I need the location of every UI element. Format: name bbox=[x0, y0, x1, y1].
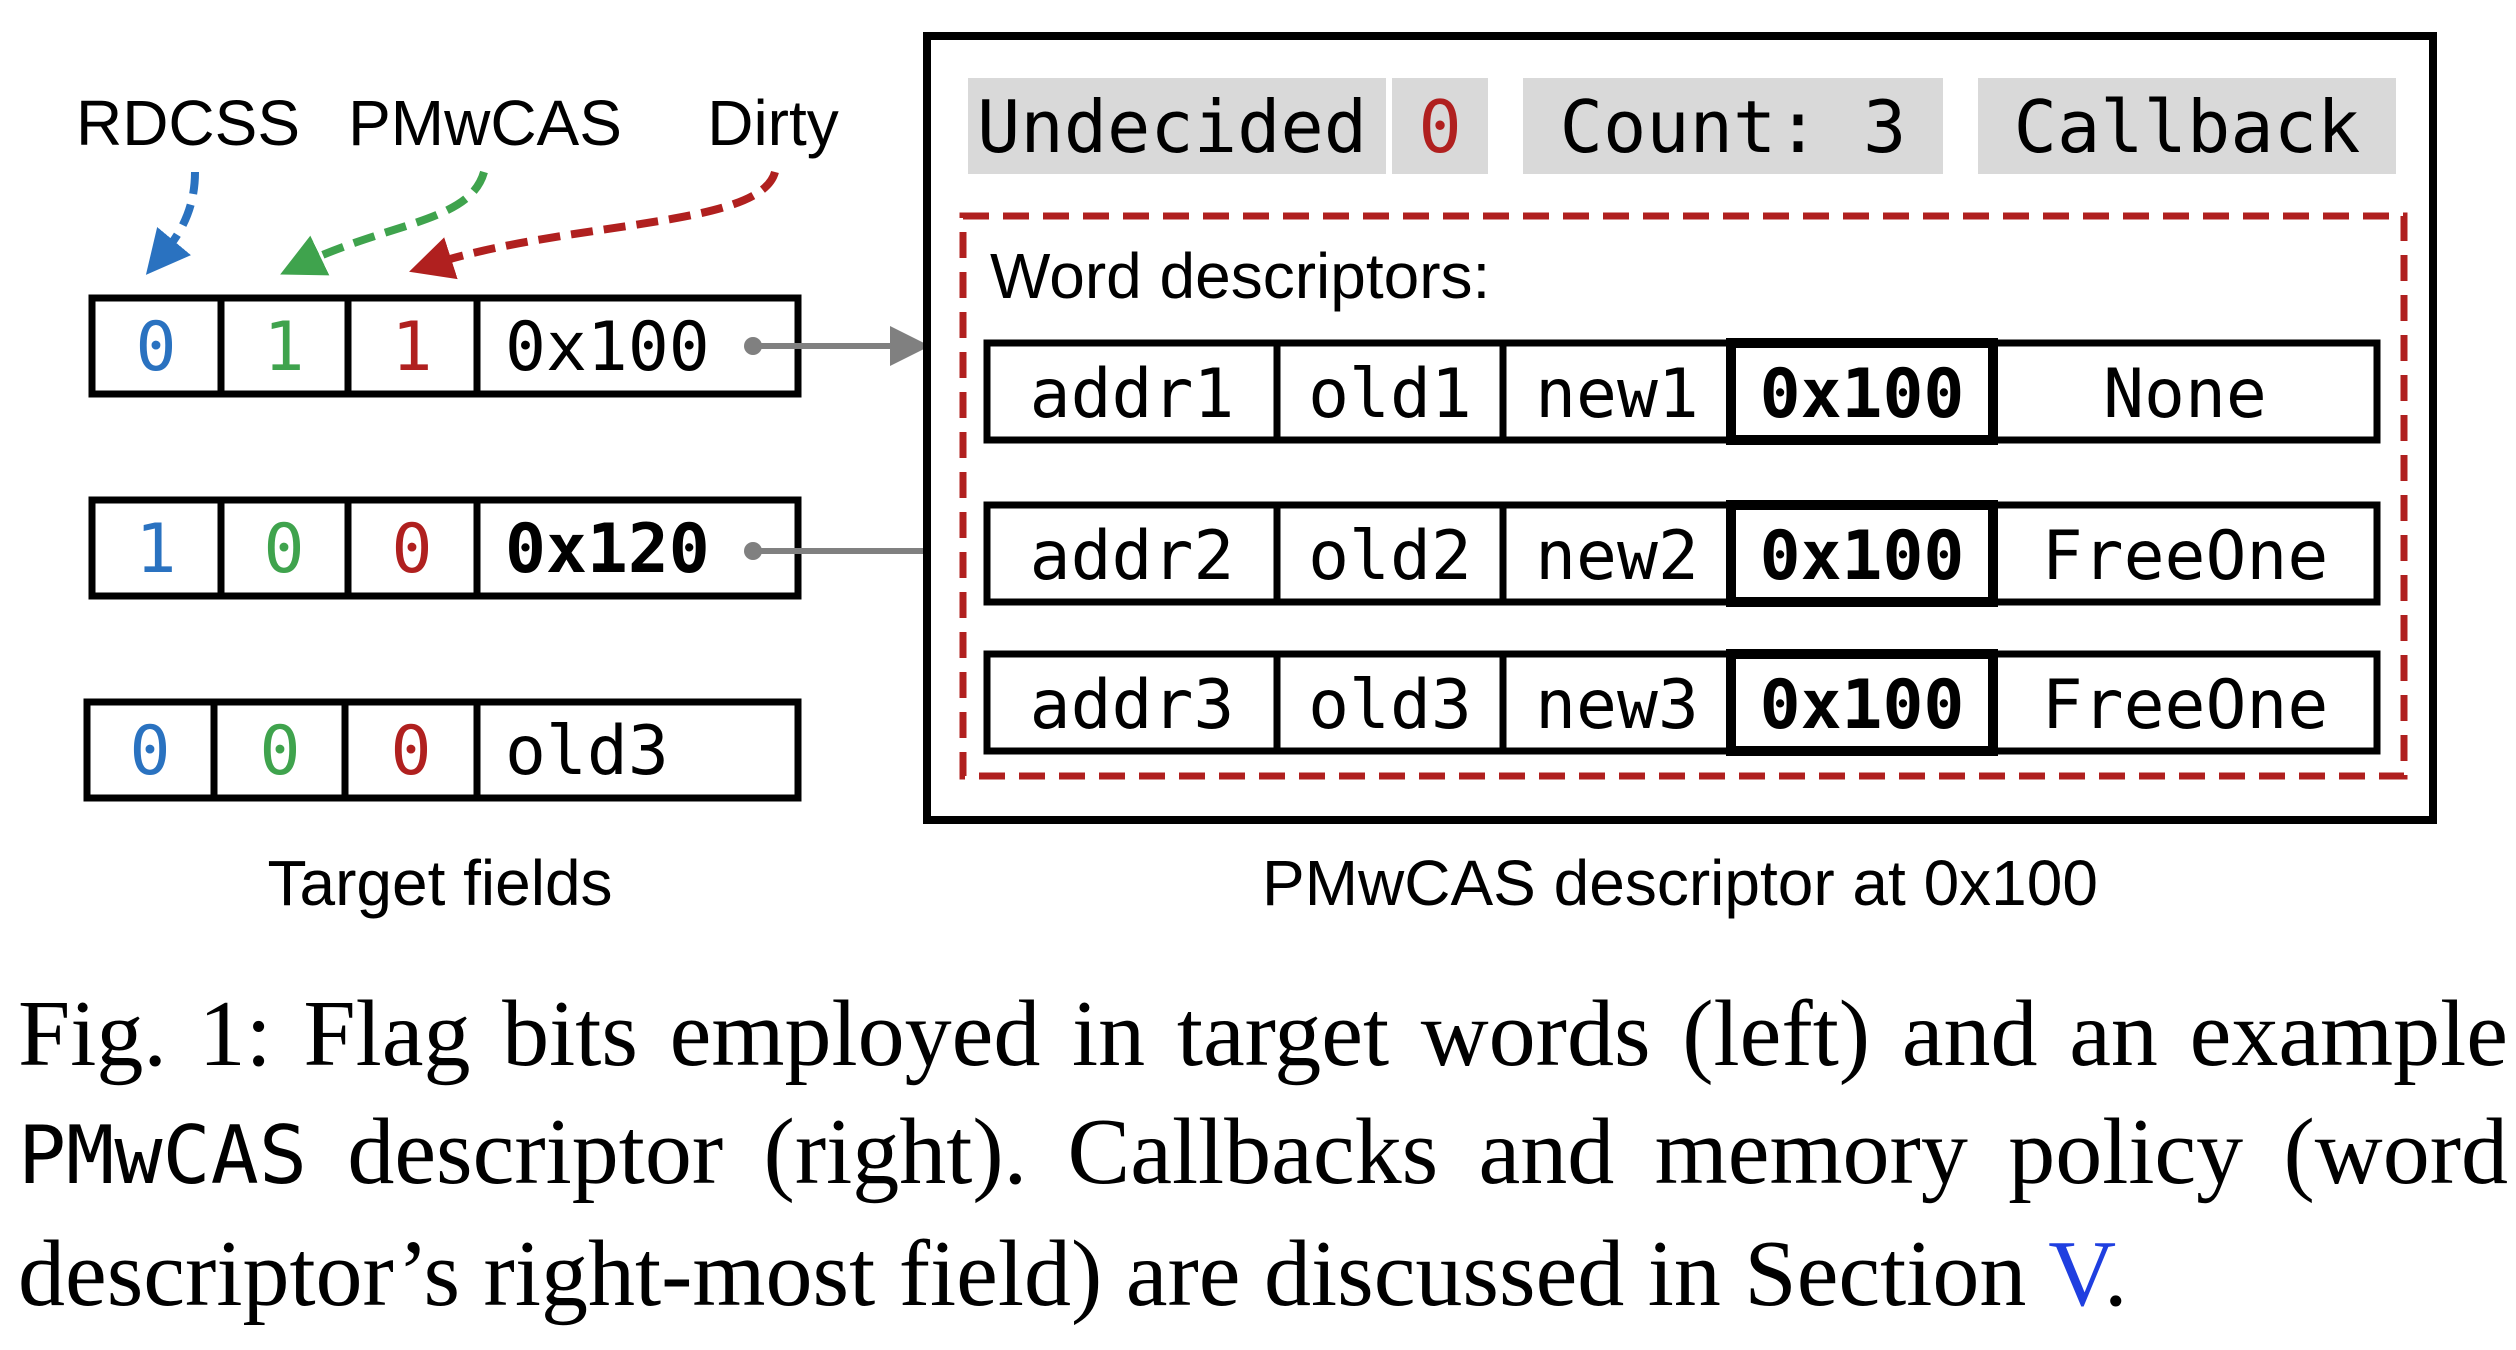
word-old: old2 bbox=[1308, 517, 1472, 596]
word-new: new2 bbox=[1535, 517, 1699, 596]
caption-text-1: Fig. 1: Flag bits employed in target wor… bbox=[18, 982, 2508, 1086]
target-field-row-1: 0 1 1 0x100 bbox=[88, 294, 802, 398]
word-desc-pointer: 0x100 bbox=[1760, 355, 1965, 434]
pmwcas-bit: 0 bbox=[260, 712, 301, 791]
word-addr: addr3 bbox=[1030, 666, 1235, 745]
dirty-flag-arrow bbox=[409, 170, 779, 280]
caption-text-3: . bbox=[2103, 1222, 2128, 1326]
flag-label-pmwcas: PMwCAS bbox=[348, 87, 622, 159]
word-old: old3 bbox=[1308, 666, 1472, 745]
word-desc-pointer: 0x100 bbox=[1760, 666, 1965, 745]
section-link[interactable]: V bbox=[2048, 1222, 2104, 1326]
flag-label-dirty: Dirty bbox=[707, 87, 839, 159]
count-value: Count: 3 bbox=[1560, 85, 1907, 169]
word-descriptors-region bbox=[959, 212, 2408, 780]
target-field-row-2: 1 0 0 0x120 bbox=[88, 496, 802, 600]
status-label: Undecided bbox=[977, 85, 1367, 169]
pmwcas-bit: 0 bbox=[264, 510, 305, 589]
dirty-bit: 1 bbox=[392, 308, 433, 387]
callback-value: Callback bbox=[2014, 85, 2361, 169]
word-policy: FreeOne bbox=[2042, 517, 2329, 596]
word-addr: addr1 bbox=[1030, 355, 1235, 434]
pointer-arrow-1 bbox=[744, 326, 930, 366]
dirty-bit: 0 bbox=[392, 510, 433, 589]
word-addr: addr2 bbox=[1030, 517, 1235, 596]
word-descriptor-row-2: addr2 old2 new2 0x100 FreeOne bbox=[983, 500, 2381, 607]
count-box bbox=[1523, 78, 1943, 174]
word-descriptor-row-1: addr1 old1 new1 0x100 None bbox=[983, 338, 2381, 445]
callback-box bbox=[1978, 78, 2396, 174]
target-fields-label: Target fields bbox=[267, 847, 612, 919]
word-new: new3 bbox=[1535, 666, 1699, 745]
pmwcas-flag-arrow bbox=[280, 170, 488, 276]
flag-label-rdcss: RDCSS bbox=[76, 87, 300, 159]
word-desc-pointer: 0x100 bbox=[1760, 517, 1965, 596]
word-policy: FreeOne bbox=[2042, 666, 2329, 745]
word-descriptors-title: Word descriptors: bbox=[990, 240, 1490, 312]
rdcss-bit: 0 bbox=[130, 712, 171, 791]
rdcss-flag-arrow bbox=[145, 171, 199, 275]
word-old: old1 bbox=[1308, 355, 1472, 434]
target-field-row-3: 0 0 0 old3 bbox=[83, 698, 802, 802]
dirty-bit: 0 bbox=[391, 712, 432, 791]
descriptor-label: PMwCAS descriptor at 0x100 bbox=[1262, 847, 2098, 919]
status-value: 0 bbox=[1418, 85, 1461, 169]
caption-text-2: descriptor (right). Callbacks and memory… bbox=[18, 1100, 2508, 1326]
status-box bbox=[968, 78, 1386, 174]
target-value: 0x120 bbox=[505, 510, 710, 589]
word-new: new1 bbox=[1535, 355, 1699, 434]
status-value-box bbox=[1392, 78, 1488, 174]
caption-code: PMwCAS bbox=[18, 1109, 307, 1202]
word-policy: None bbox=[2103, 355, 2267, 434]
rdcss-bit: 0 bbox=[136, 308, 177, 387]
target-value: 0x100 bbox=[505, 308, 710, 387]
rdcss-bit: 1 bbox=[136, 510, 177, 589]
figure-caption: Fig. 1: Flag bits employed in target wor… bbox=[18, 975, 2508, 1333]
target-value: old3 bbox=[505, 712, 669, 791]
word-descriptor-row-3: addr3 old3 new3 0x100 FreeOne bbox=[983, 649, 2381, 756]
pmwcas-bit: 1 bbox=[264, 308, 305, 387]
